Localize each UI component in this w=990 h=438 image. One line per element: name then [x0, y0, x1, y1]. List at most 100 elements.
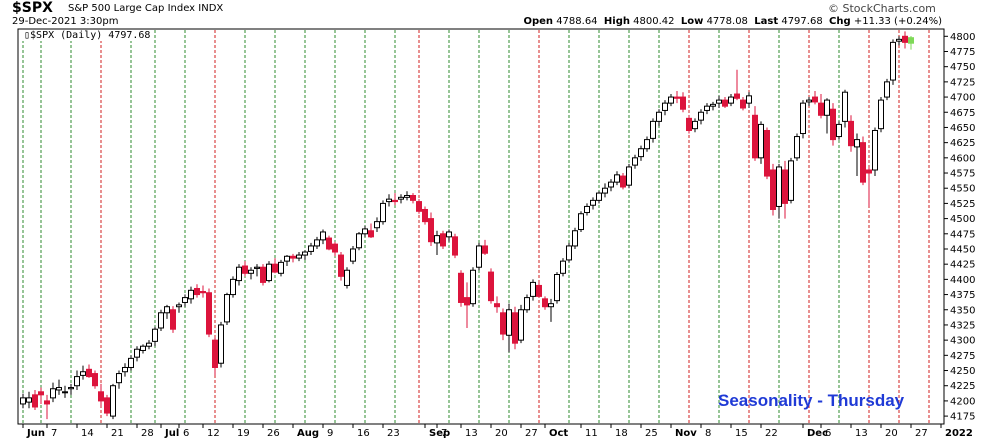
candle-body [434, 235, 440, 244]
seasonality-annotation: Seasonality - Thursday [718, 391, 905, 410]
y-tick-label: 4750 [950, 62, 975, 73]
high-label: High [603, 16, 630, 27]
candle-body [458, 272, 464, 303]
candle-body [536, 284, 542, 297]
candle-body [464, 297, 470, 306]
candle-body [20, 397, 26, 405]
y-tick-label: 4275 [950, 351, 975, 362]
candle-body [566, 245, 572, 261]
candle-body [794, 136, 800, 159]
candle-body [710, 103, 716, 107]
open-label: Open [523, 16, 553, 27]
chart-legend: ▯$SPX (Daily) 4797.68 [22, 30, 153, 41]
candle-body [740, 99, 746, 109]
candle-body [704, 105, 710, 111]
candle-body [368, 230, 374, 238]
candle-body [692, 120, 698, 130]
candle-body [788, 160, 794, 201]
candle-body [176, 304, 182, 308]
x-tick-label: 26 [267, 428, 280, 438]
y-tick-label: 4475 [950, 229, 975, 240]
x-tick-label: 23 [387, 428, 400, 438]
x-tick-label: 21 [111, 428, 124, 438]
x-tick-label: 8 [705, 428, 711, 438]
y-tick-label: 4675 [950, 108, 975, 119]
chart-symbol: $SPX [12, 0, 53, 16]
y-tick-label: 4250 [950, 366, 975, 377]
candle-body [764, 129, 770, 177]
x-tick-label: 6 [825, 428, 831, 438]
candle-body [98, 391, 104, 402]
candle-body [638, 148, 644, 158]
candle-body [266, 263, 272, 282]
candle-body [140, 345, 146, 351]
candle-body [800, 102, 806, 135]
y-tick-label: 4325 [950, 320, 975, 331]
x-tick-label: Jul [164, 428, 179, 438]
x-tick-label: Jun [26, 428, 45, 438]
candle-body [410, 195, 416, 201]
candle-body [146, 342, 152, 347]
candle-body [812, 96, 818, 103]
x-tick-label: Dec [807, 428, 828, 438]
candle-body [476, 245, 482, 268]
candle-body [338, 254, 344, 277]
candle-body [734, 93, 740, 99]
candle-body [212, 339, 218, 368]
candle-body [686, 117, 692, 131]
x-tick-label: 27 [915, 428, 928, 438]
candle-body [440, 233, 446, 247]
candle-body [32, 394, 38, 408]
candle-body [470, 269, 476, 305]
candle-body [650, 120, 656, 139]
candle-body [80, 371, 86, 376]
candle-body [842, 91, 848, 122]
candle-body [398, 196, 404, 200]
candle-body [746, 95, 752, 104]
x-tick-label: 18 [615, 428, 628, 438]
x-tick-label: 16 [357, 428, 370, 438]
x-tick-label: 20 [885, 428, 898, 438]
candle-body [326, 237, 332, 250]
candle-body [644, 139, 650, 150]
low-label: Low [680, 16, 704, 27]
candle-body [602, 187, 608, 194]
candle-body [866, 169, 872, 174]
candle-body [164, 306, 170, 314]
candle-body [236, 266, 242, 282]
candle-body [518, 309, 524, 341]
candle-body [596, 192, 602, 201]
x-tick-label: 12 [207, 428, 220, 438]
candle-body [332, 243, 338, 253]
candle-body [104, 397, 110, 414]
y-tick-label: 4725 [950, 77, 975, 88]
candle-body [512, 312, 518, 344]
candlestick-icon: ▯ [24, 30, 31, 41]
open-value: 4788.64 [556, 16, 598, 27]
candle-body [26, 397, 32, 403]
candle-body [824, 99, 830, 116]
candle-body [758, 123, 764, 159]
x-tick-label: 2022 [945, 428, 973, 438]
candle-body [494, 303, 500, 308]
candle-body [560, 260, 566, 274]
candle-body [902, 35, 908, 43]
candle-body [200, 291, 206, 294]
candle-body [908, 37, 914, 44]
last-label: Last [754, 16, 779, 27]
x-tick-label: Oct [549, 428, 568, 438]
candle-body [254, 266, 260, 269]
y-tick-label: 4300 [950, 336, 975, 347]
candle-body [170, 309, 176, 330]
candle-body [554, 274, 560, 302]
candle-body [278, 261, 284, 274]
candle-body [416, 201, 422, 212]
x-tick-label: 7 [51, 428, 57, 438]
candle-body [248, 269, 254, 274]
x-tick-label: 9 [327, 428, 333, 438]
low-value: 4778.08 [706, 16, 748, 27]
candle-body [260, 266, 266, 283]
candle-body [134, 348, 140, 358]
x-tick-label: 20 [495, 428, 508, 438]
candle-body [56, 387, 62, 391]
